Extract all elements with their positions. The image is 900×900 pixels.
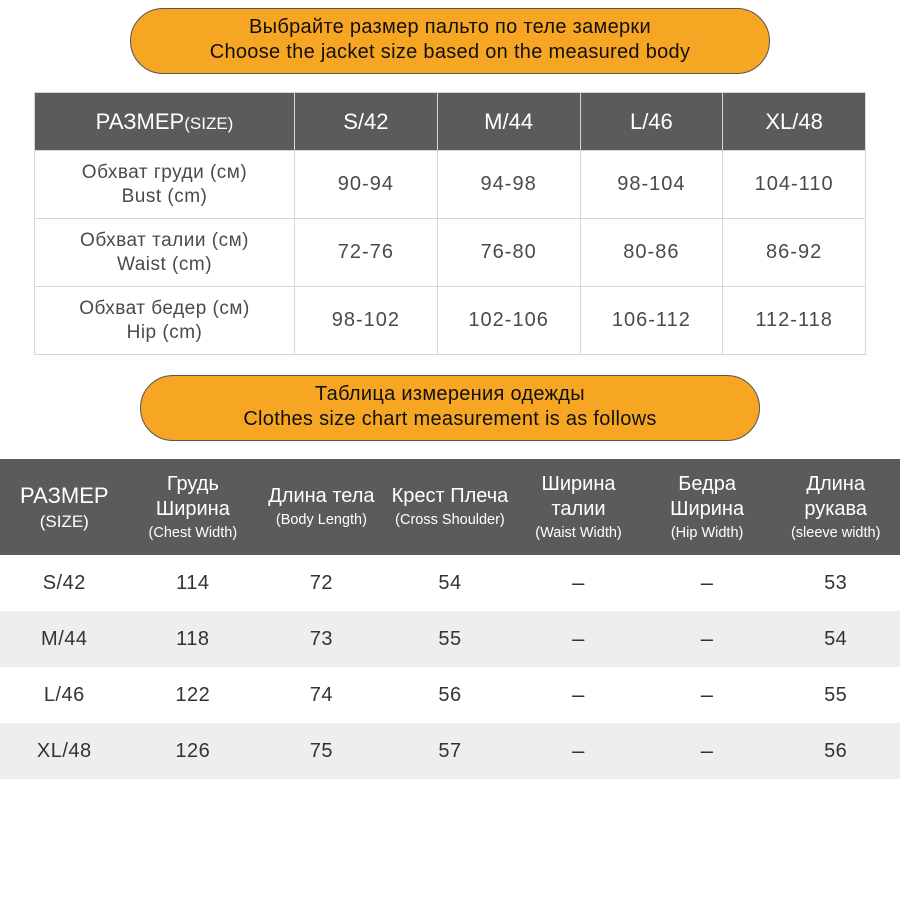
col-chest-width: Грудь Ширина (Chest Width) xyxy=(129,459,258,555)
table-row: Обхват груди (см) Bust (cm) 90-94 94-98 … xyxy=(35,151,866,219)
col-size: L/46 xyxy=(580,93,723,151)
cell-value: – xyxy=(514,667,643,723)
row-label-en: Hip (cm) xyxy=(36,321,293,345)
size-label-paren: (SIZE) xyxy=(184,114,233,133)
table-row: XL/48 126 75 57 – – 56 xyxy=(0,723,900,779)
cell-value: 74 xyxy=(257,667,386,723)
cell-value: 98-104 xyxy=(580,151,723,219)
cell-value: 55 xyxy=(386,611,515,667)
row-label-hip: Обхват бедер (см) Hip (cm) xyxy=(35,287,295,355)
cell-value: 122 xyxy=(129,667,258,723)
banner-clothes-chart-en: Clothes size chart measurement is as fol… xyxy=(171,407,729,432)
cell-size: S/42 xyxy=(0,555,129,611)
cell-value: 126 xyxy=(129,723,258,779)
col-waist-width: Ширина талии (Waist Width) xyxy=(514,459,643,555)
row-label-bust: Обхват груди (см) Bust (cm) xyxy=(35,151,295,219)
cell-value: – xyxy=(643,555,772,611)
cell-value: – xyxy=(643,667,772,723)
cell-value: 56 xyxy=(771,723,900,779)
col-size: S/42 xyxy=(295,93,438,151)
cell-value: 94-98 xyxy=(437,151,580,219)
cell-size: M/44 xyxy=(0,611,129,667)
table-row: Обхват бедер (см) Hip (cm) 98-102 102-10… xyxy=(35,287,866,355)
cell-size: L/46 xyxy=(0,667,129,723)
cell-value: 57 xyxy=(386,723,515,779)
col-ru: Бедра Ширина xyxy=(644,472,771,522)
banner-body-measure-en: Choose the jacket size based on the meas… xyxy=(161,40,739,65)
banner-body-measure: Выбрайте размер пальто по теле замерки C… xyxy=(130,8,770,74)
cell-size: XL/48 xyxy=(0,723,129,779)
cell-value: – xyxy=(643,611,772,667)
table-row: S/42 114 72 54 – – 53 xyxy=(0,555,900,611)
banner-body-measure-ru: Выбрайте размер пальто по теле замерки xyxy=(161,15,739,40)
table-row: L/46 122 74 56 – – 55 xyxy=(0,667,900,723)
col-ru: Длина тела xyxy=(258,484,385,509)
col-en: (SIZE) xyxy=(1,511,128,532)
cell-value: – xyxy=(514,611,643,667)
cell-value: 106-112 xyxy=(580,287,723,355)
cell-value: – xyxy=(514,723,643,779)
cell-value: 73 xyxy=(257,611,386,667)
col-ru: Длина рукава xyxy=(772,472,899,522)
cell-value: 102-106 xyxy=(437,287,580,355)
col-en: (Cross Shoulder) xyxy=(387,511,514,529)
row-label-ru: Обхват груди (см) xyxy=(82,162,247,183)
cell-value: 112-118 xyxy=(723,287,866,355)
table-row: Обхват талии (см) Waist (cm) 72-76 76-80… xyxy=(35,219,866,287)
cell-value: 55 xyxy=(771,667,900,723)
row-label-en: Waist (cm) xyxy=(36,253,293,277)
body-size-table-wrap: РАЗМЕР(SIZE) S/42 M/44 L/46 XL/48 Обхват… xyxy=(34,92,866,355)
cell-value: 90-94 xyxy=(295,151,438,219)
cell-value: 98-102 xyxy=(295,287,438,355)
col-ru: Грудь Ширина xyxy=(130,472,257,522)
col-size: РАЗМЕР (SIZE) xyxy=(0,459,129,555)
col-en: (Chest Width) xyxy=(130,524,257,542)
col-ru: РАЗМЕР xyxy=(1,482,128,510)
col-ru: Крест Плеча xyxy=(387,484,514,509)
clothes-size-table: РАЗМЕР (SIZE) Грудь Ширина (Chest Width)… xyxy=(0,459,900,779)
table-row: M/44 118 73 55 – – 54 xyxy=(0,611,900,667)
size-label-main: РАЗМЕР xyxy=(96,109,185,134)
col-en: (Body Length) xyxy=(258,511,385,529)
cell-value: 104-110 xyxy=(723,151,866,219)
col-en: (sleeve width) xyxy=(772,524,899,542)
cell-value: 76-80 xyxy=(437,219,580,287)
col-sleeve-width: Длина рукава (sleeve width) xyxy=(771,459,900,555)
cell-value: – xyxy=(643,723,772,779)
col-body-length: Длина тела (Body Length) xyxy=(257,459,386,555)
col-hip-width: Бедра Ширина (Hip Width) xyxy=(643,459,772,555)
row-label-ru: Обхват бедер (см) xyxy=(79,298,250,319)
row-label-en: Bust (cm) xyxy=(36,185,293,209)
col-cross-shoulder: Крест Плеча (Cross Shoulder) xyxy=(386,459,515,555)
cell-value: 56 xyxy=(386,667,515,723)
cell-value: 72-76 xyxy=(295,219,438,287)
col-en: (Waist Width) xyxy=(515,524,642,542)
col-ru: Ширина талии xyxy=(515,472,642,522)
clothes-size-table-wrap: РАЗМЕР (SIZE) Грудь Ширина (Chest Width)… xyxy=(0,459,900,779)
cell-value: – xyxy=(514,555,643,611)
row-label-ru: Обхват талии (см) xyxy=(80,230,249,251)
col-size: XL/48 xyxy=(723,93,866,151)
table-header-row: РАЗМЕР (SIZE) Грудь Ширина (Chest Width)… xyxy=(0,459,900,555)
cell-value: 80-86 xyxy=(580,219,723,287)
cell-value: 54 xyxy=(386,555,515,611)
cell-value: 54 xyxy=(771,611,900,667)
body-size-table: РАЗМЕР(SIZE) S/42 M/44 L/46 XL/48 Обхват… xyxy=(34,92,866,355)
cell-value: 75 xyxy=(257,723,386,779)
table-header-row: РАЗМЕР(SIZE) S/42 M/44 L/46 XL/48 xyxy=(35,93,866,151)
col-size: M/44 xyxy=(437,93,580,151)
cell-value: 53 xyxy=(771,555,900,611)
cell-value: 86-92 xyxy=(723,219,866,287)
banner-clothes-chart-ru: Таблица измерения одежды xyxy=(171,382,729,407)
col-en: (Hip Width) xyxy=(644,524,771,542)
cell-value: 114 xyxy=(129,555,258,611)
cell-value: 118 xyxy=(129,611,258,667)
page-container: Выбрайте размер пальто по теле замерки C… xyxy=(0,0,900,779)
col-size-label: РАЗМЕР(SIZE) xyxy=(35,93,295,151)
cell-value: 72 xyxy=(257,555,386,611)
banner-clothes-chart: Таблица измерения одежды Clothes size ch… xyxy=(140,375,760,441)
row-label-waist: Обхват талии (см) Waist (cm) xyxy=(35,219,295,287)
